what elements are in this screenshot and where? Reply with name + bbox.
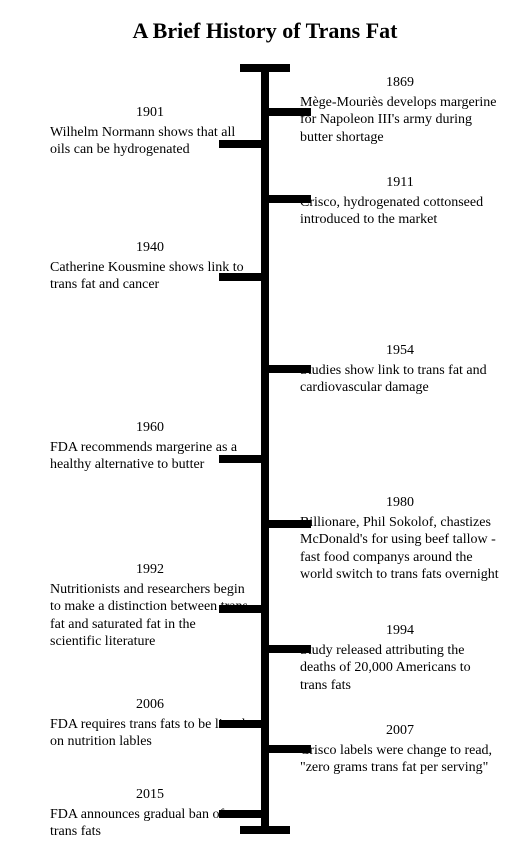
timeline-entry: 1954 Studies show link to trans fat and c… — [300, 342, 500, 397]
timeline-entry-text: FDA recommends margerine as a healthy al… — [50, 439, 250, 474]
timeline-entry: 1992 Nutritionists and researchers begin … — [50, 561, 250, 651]
timeline-entry: 1869 Mège-Mouriès develops margerine for … — [300, 74, 500, 146]
timeline-entry-text: Billionare, Phil Sokolof, chastizes McDo… — [300, 514, 500, 584]
timeline-entry-year: 1960 — [50, 419, 250, 437]
timeline-entry-text: Mège-Mouriès develops margerine for Napo… — [300, 94, 500, 147]
timeline-entry-text: Wilhelm Normann shows that all oils can … — [50, 124, 250, 159]
timeline-entry-text: FDA announces gradual ban of trans fats — [50, 806, 250, 841]
timeline-entry-year: 1980 — [300, 494, 500, 512]
timeline-entry: 2006 FDA requires trans fats to be listed… — [50, 696, 250, 751]
timeline-entry: 1980 Billionare, Phil Sokolof, chastizes … — [300, 494, 500, 584]
timeline-entry-year: 2006 — [50, 696, 250, 714]
page-title: A Brief History of Trans Fat — [0, 0, 530, 44]
timeline-entry-year: 2015 — [50, 786, 250, 804]
timeline-entry: 1994 Study released attributing the death… — [300, 622, 500, 694]
timeline-entry-text: Crisco, hydrogenated cottonseed introduc… — [300, 194, 500, 229]
timeline-entry-year: 1911 — [300, 174, 500, 192]
timeline-entry-text: Study released attributing the deaths of… — [300, 642, 500, 695]
timeline-entry: 2007 Crisco labels were change to read, "… — [300, 722, 500, 777]
timeline-entry: 1960 FDA recommends margerine as a health… — [50, 419, 250, 474]
timeline-entry: 1911 Crisco, hydrogenated cottonseed intr… — [300, 174, 500, 229]
timeline-entry-year: 1869 — [300, 74, 500, 92]
timeline-entry-year: 1992 — [50, 561, 250, 579]
timeline: 1869 Mège-Mouriès develops margerine for … — [0, 64, 530, 844]
timeline-entry-text: Crisco labels were change to read, "zero… — [300, 742, 500, 777]
timeline-entry-year: 1940 — [50, 239, 250, 257]
timeline-entry: 2015 FDA announces gradual ban of trans f… — [50, 786, 250, 841]
timeline-entry-text: Nutritionists and researchers begin to m… — [50, 581, 250, 651]
timeline-entry-year: 2007 — [300, 722, 500, 740]
timeline-entry: 1901 Wilhelm Normann shows that all oils … — [50, 104, 250, 159]
timeline-entry-year: 1954 — [300, 342, 500, 360]
timeline-entry-year: 1994 — [300, 622, 500, 640]
timeline-entry-text: Studies show link to trans fat and cardi… — [300, 362, 500, 397]
timeline-entry-text: Catherine Kousmine shows link to trans f… — [50, 259, 250, 294]
timeline-cap-top — [240, 64, 290, 72]
timeline-entry-year: 1901 — [50, 104, 250, 122]
timeline-entry-text: FDA requires trans fats to be listed on … — [50, 716, 250, 751]
timeline-spine — [261, 64, 269, 834]
timeline-entry: 1940 Catherine Kousmine shows link to tra… — [50, 239, 250, 294]
